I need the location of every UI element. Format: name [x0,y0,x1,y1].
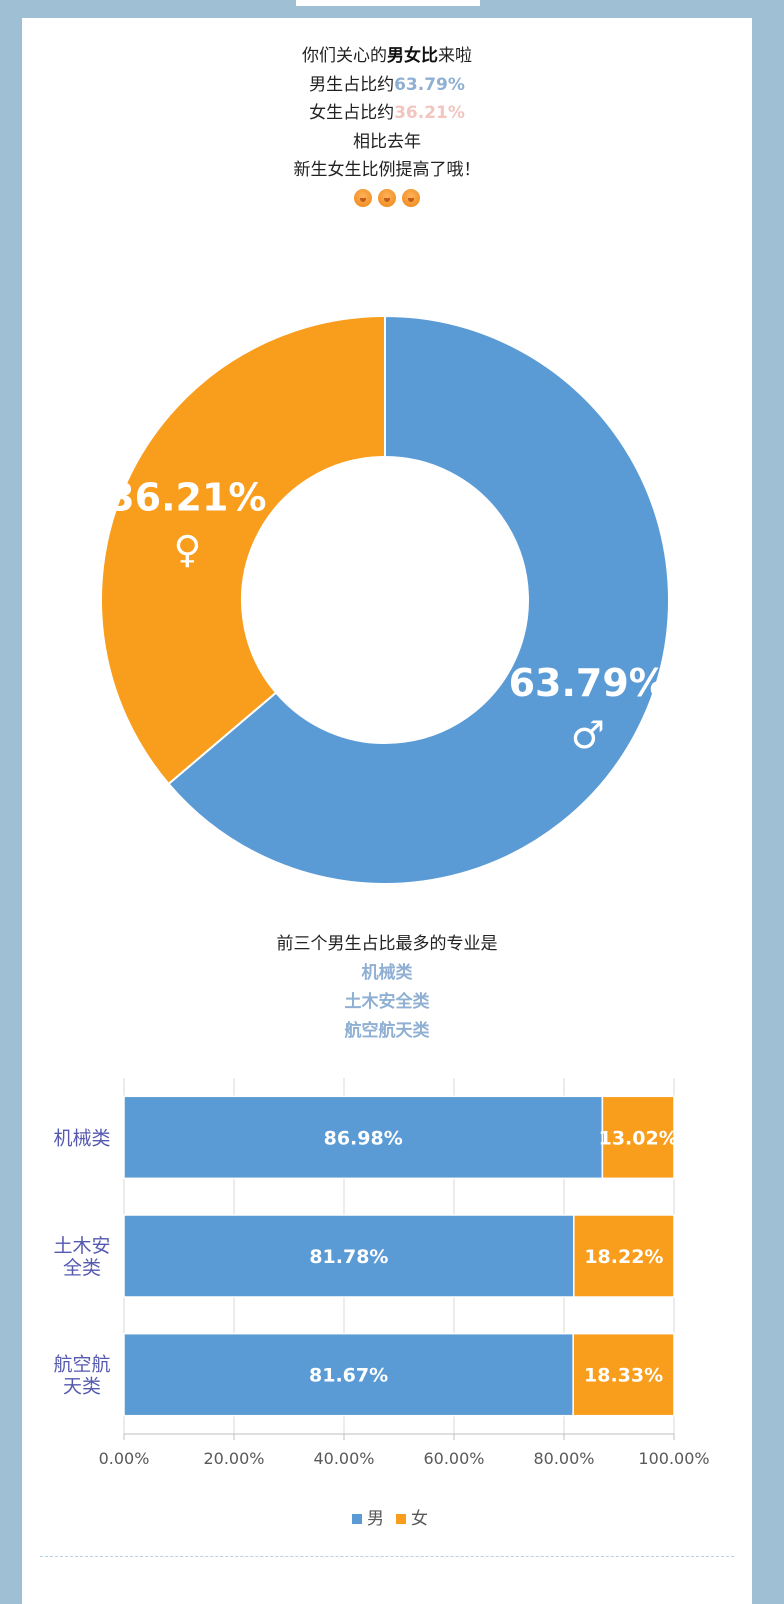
emoji-row [22,188,752,207]
category-label: 全类 [63,1257,101,1279]
bar-value-label: 86.98% [324,1127,403,1149]
top-majors-heading: 前三个男生占比最多的专业是 [276,934,498,954]
x-tick-label: 0.00% [99,1449,150,1468]
smile-emoji-icon [402,188,420,207]
male-bar [123,1095,604,1180]
category-label: 航空航 [53,1354,110,1376]
legend-male-swatch [352,1514,362,1524]
bar-value-label: 18.22% [584,1246,663,1268]
major-gender-bar-chart: 0.00% 20.00% 40.00% 60.00% 80.00% 100.00% 机械类 8… [53,1078,710,1529]
male-slice-label: 63.79% [509,661,667,705]
major-3: 航空航天类 [344,1021,430,1041]
legend-female-swatch [396,1514,406,1524]
major-1: 机械类 [361,963,413,983]
x-tick-label: 40.00% [313,1449,374,1468]
major-2: 土木安全类 [344,992,430,1012]
category-label: 土木安 [53,1235,110,1257]
intro-line-1-prefix: 你们关心的 [302,46,387,66]
female-prefix: 女生占比约 [309,103,395,123]
divider [40,1556,734,1557]
intro-line-4: 相比去年 [353,131,421,152]
x-tick-label: 80.00% [533,1449,594,1468]
male-prefix: 男生占比约 [309,74,395,95]
category-label: 天类 [63,1376,101,1398]
intro-line-5: 新生女生比例提高了哦！ [293,160,481,180]
female-symbol-icon: ♀ [173,528,201,572]
bar-value-label: 18.33% [584,1365,663,1387]
smile-emoji-icon [354,188,372,207]
male-bar [123,1214,575,1298]
intro-text: 你们关心的男女比来啦 男生占比约63.79% 女生占比约36.21% 相比去年 … [22,42,752,207]
top-majors-text: 前三个男生占比最多的专业是 机械类 土木安全类 航空航天类 [22,930,752,1046]
male-percentage: 63.79% [394,74,465,95]
legend-female-label: 女 [411,1509,428,1529]
smile-emoji-icon [378,188,396,207]
female-percentage: 36.21% [394,103,465,123]
intro-line-1-suffix: 来啦 [438,46,472,66]
female-bar [572,1332,675,1417]
category-label: 机械类 [53,1127,110,1149]
female-slice [100,314,386,786]
bar-value-label: 13.02% [599,1127,678,1149]
intro-line-1: 你们关心的男女比来啦 [22,42,752,71]
female-slice-label: 36.21% [108,476,266,520]
x-tick-label: 60.00% [423,1449,484,1468]
intro-line-1-bold: 男女比 [387,46,438,66]
female-bar [573,1214,675,1298]
intro-female-line: 女生占比约36.21% [22,99,752,128]
female-bar [601,1095,675,1180]
bar-value-label: 81.67% [309,1365,388,1387]
legend-male-label: 男 [367,1509,384,1529]
bar-value-label: 81.78% [309,1246,388,1268]
male-bar [123,1332,574,1417]
intro-male-line: 男生占比约63.79% [22,71,752,100]
gender-donut-chart: 63.79% ♂ 36.21% ♀ [100,314,670,885]
male-slice [167,314,670,885]
male-symbol-icon: ♂ [571,713,605,757]
x-tick-label: 100.00% [638,1449,709,1468]
x-tick-label: 20.00% [203,1449,264,1468]
content-card: 你们关心的男女比来啦 男生占比约63.79% 女生占比约36.21% 相比去年 … [22,18,752,1604]
top-tab [296,0,480,6]
